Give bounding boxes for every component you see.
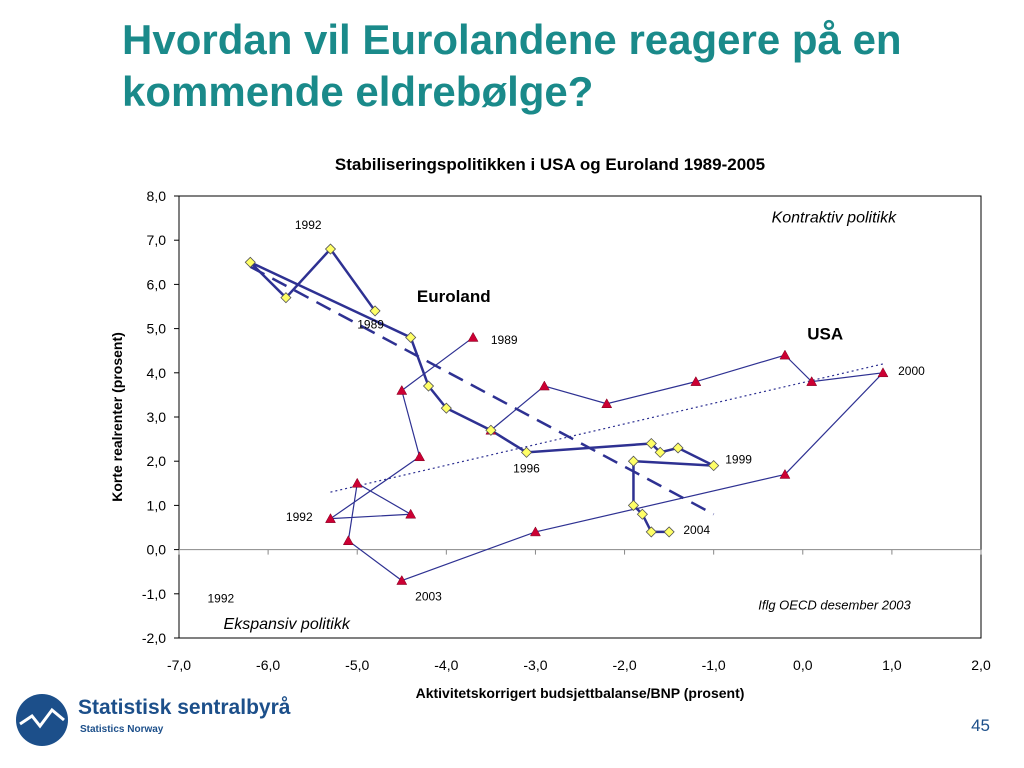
- usa-data-point: [325, 513, 336, 523]
- x-tick-label: 0,0: [793, 657, 813, 673]
- x-tick-label: -3,0: [523, 657, 547, 673]
- y-tick-label: 7,0: [147, 232, 167, 248]
- usa-data-point: [414, 451, 426, 462]
- y-tick-label: 1,0: [147, 497, 167, 513]
- euroland-data-point: [422, 380, 435, 392]
- x-tick-label: -5,0: [345, 657, 369, 673]
- page-number: 45: [971, 716, 990, 735]
- euroland-data-point: [324, 243, 337, 255]
- series-label: Euroland: [417, 287, 491, 306]
- usa-data-point: [342, 535, 354, 546]
- x-tick-label: -2,0: [612, 657, 636, 673]
- usa-data-point: [351, 477, 363, 488]
- euroland-data-point: [485, 424, 497, 436]
- euroland-data-point: [672, 442, 684, 454]
- chart-title: Stabiliseringspolitikken i USA og Eurola…: [335, 155, 765, 174]
- x-tick-label: -4,0: [434, 657, 458, 673]
- euroland-data-point: [663, 526, 675, 538]
- euroland-data-point: [405, 331, 417, 344]
- y-axis-label: Korte realrenter (prosent): [109, 332, 125, 502]
- usa-data-point: [396, 384, 408, 395]
- euroland-data-point: [645, 526, 657, 538]
- year-label: 2004: [683, 523, 710, 537]
- usa-data-point: [467, 331, 479, 342]
- x-tick-label: -1,0: [702, 657, 726, 673]
- y-tick-label: 5,0: [147, 321, 167, 337]
- x-tick-label: 2,0: [971, 657, 991, 673]
- y-tick-label: 2,0: [147, 453, 167, 469]
- series-label: USA: [807, 325, 843, 344]
- euroland-data-point: [280, 292, 292, 304]
- year-label: 1989: [357, 318, 384, 332]
- euroland-data-point: [440, 402, 452, 414]
- usa-data-point: [779, 349, 791, 360]
- year-label: 1996: [513, 461, 540, 475]
- euroland-data-point: [520, 446, 533, 458]
- annotation-text: Iflg OECD desember 2003: [758, 597, 911, 612]
- year-label: 1992: [286, 510, 313, 524]
- usa-data-point: [601, 398, 613, 408]
- usa-data-point: [690, 376, 702, 386]
- usa-data-point: [530, 526, 541, 537]
- y-tick-label: 8,0: [147, 188, 167, 204]
- euroland-data-point: [654, 446, 666, 458]
- y-tick-label: 3,0: [147, 409, 167, 425]
- ssb-logo-icon: [16, 694, 68, 746]
- trend-lines: [249, 265, 884, 516]
- slide-title: Hvordan vil Eurolandene reagere på en ko…: [122, 16, 902, 115]
- usa-data-point: [538, 380, 550, 391]
- year-label: 1989: [491, 333, 518, 347]
- x-tick-label: -7,0: [167, 657, 191, 673]
- axes: -7,0 -6,0 -5,0 -4,0 -3,0 -2,0 -1,0 0,0 1,0 2,0 8,0…: [142, 188, 991, 673]
- y-tick-label: 0,0: [147, 542, 167, 558]
- y-tick-label: 4,0: [147, 365, 167, 381]
- plot-area: [178, 195, 982, 639]
- usa-data-point: [806, 376, 818, 386]
- usa-data-point: [405, 508, 417, 519]
- usa-data-point: [779, 468, 791, 479]
- x-tick-label: 1,0: [882, 657, 902, 673]
- y-tick-label: -2,0: [142, 630, 166, 646]
- y-tick-label: 6,0: [147, 276, 167, 292]
- euroland-data-point: [627, 499, 640, 511]
- annotations: Euroland USA Kontraktiv politikk Ekspansiv …: [208, 210, 926, 634]
- euroland-data-point: [645, 437, 657, 450]
- euroland-data-point: [369, 305, 381, 317]
- logo-name: Statistisk sentralbyrå: [78, 696, 291, 719]
- year-label: 2003: [415, 589, 442, 603]
- logo-subtitle: Statistics Norway: [80, 724, 164, 735]
- x-axis-label: Aktivitetskorrigert budsjettbalanse/BNP …: [416, 685, 745, 701]
- x-tick-label: -6,0: [256, 657, 280, 673]
- euroland-data-point: [627, 455, 640, 467]
- euroland-data-point: [244, 256, 256, 268]
- y-tick-label: -1,0: [142, 586, 166, 602]
- euroland-data-point: [636, 508, 648, 520]
- year-label: 1999: [725, 452, 752, 466]
- year-label: 1992: [295, 218, 322, 232]
- euroland-trend-line: [249, 265, 715, 516]
- statistics-norway-logo: Statistisk sentralbyrå Statistics Norway: [12, 690, 312, 750]
- year-label: 2000: [898, 364, 925, 378]
- usa-data-point: [877, 367, 889, 378]
- markers: [244, 243, 889, 585]
- euroland-data-point: [708, 460, 720, 472]
- year-label: 1992: [208, 592, 235, 606]
- annotation-text: Ekspansiv politikk: [224, 616, 351, 633]
- annotation-text: Kontraktiv politikk: [772, 210, 897, 227]
- usa-data-point: [396, 575, 408, 585]
